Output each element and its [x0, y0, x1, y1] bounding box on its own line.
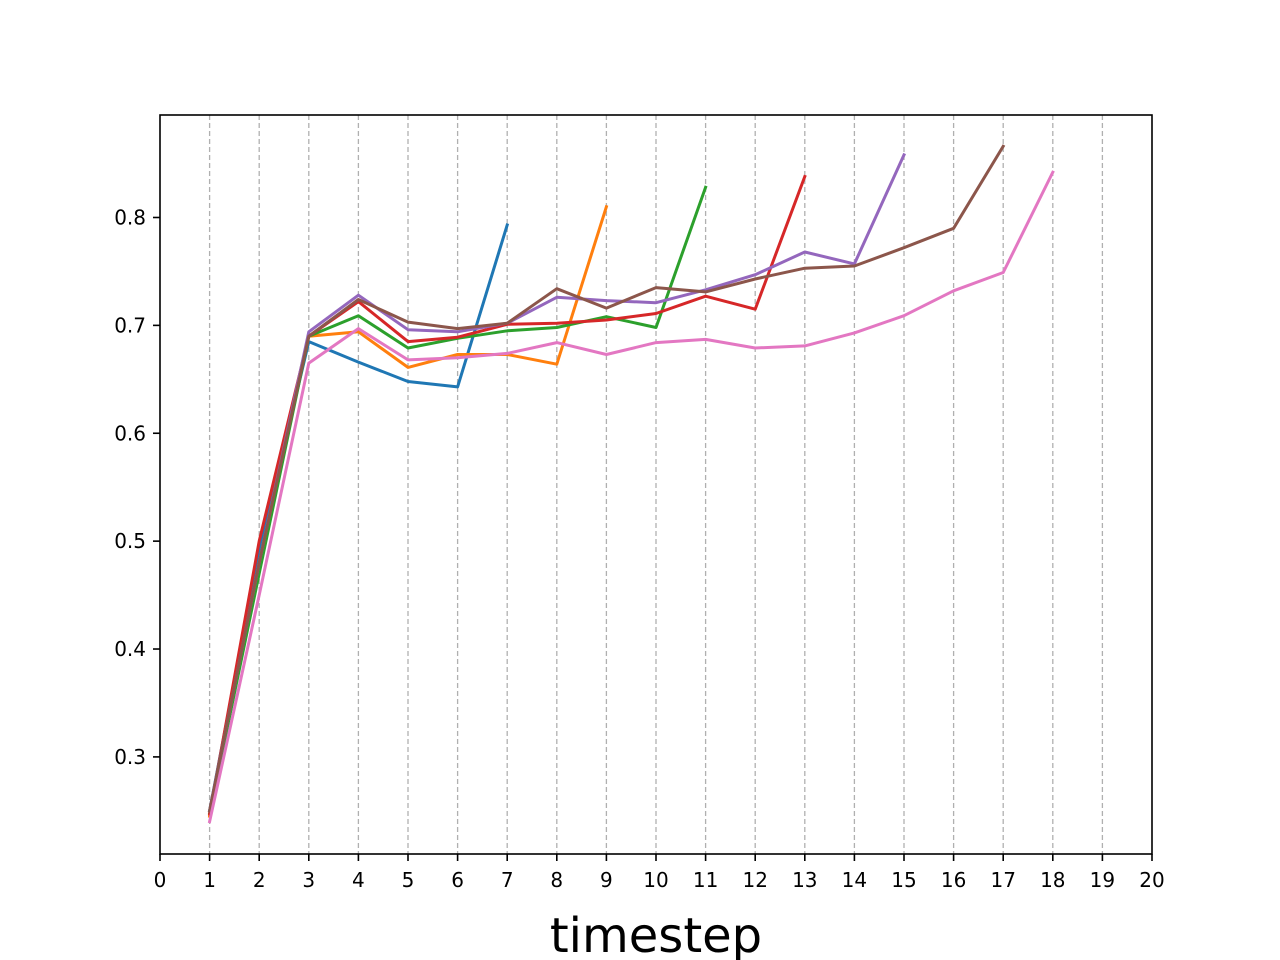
- x-tick-label-19: 19: [1090, 868, 1115, 892]
- vertical-grid: [210, 115, 1103, 854]
- x-tick-label-7: 7: [501, 868, 514, 892]
- x-tick-label-13: 13: [792, 868, 817, 892]
- x-tick-label-10: 10: [643, 868, 668, 892]
- y-axis-ticks: 0.3 0.4 0.5 0.6 0.7 0.8: [114, 205, 160, 768]
- x-tick-label-16: 16: [941, 868, 966, 892]
- x-tick-label-15: 15: [891, 868, 916, 892]
- series-lines: [210, 146, 1053, 821]
- x-tick-label-2: 2: [253, 868, 266, 892]
- x-tick-label-18: 18: [1040, 868, 1065, 892]
- y-tick-label-2: 0.5: [114, 529, 146, 553]
- x-tick-label-11: 11: [693, 868, 718, 892]
- y-tick-label-4: 0.7: [114, 313, 146, 337]
- y-tick-label-1: 0.4: [114, 637, 146, 661]
- x-tick-label-17: 17: [990, 868, 1015, 892]
- x-tick-label-20: 20: [1139, 868, 1164, 892]
- y-tick-label-3: 0.6: [114, 421, 146, 445]
- x-tick-label-1: 1: [203, 868, 216, 892]
- x-tick-label-9: 9: [600, 868, 613, 892]
- x-tick-label-14: 14: [842, 868, 867, 892]
- y-tick-label-0: 0.3: [114, 745, 146, 769]
- x-tick-label-0: 0: [154, 868, 167, 892]
- x-tick-label-5: 5: [402, 868, 415, 892]
- x-tick-label-4: 4: [352, 868, 365, 892]
- series-line-7: [210, 172, 1053, 821]
- x-axis-title: timestep: [550, 908, 762, 960]
- x-tick-label-12: 12: [742, 868, 767, 892]
- x-axis-ticks: 0 1 2 3 4 5 6 7 8 9 10 11 12 13 14 15 16 17 18 19 20: [154, 854, 1165, 892]
- y-tick-label-5: 0.8: [114, 205, 146, 229]
- x-tick-label-6: 6: [451, 868, 464, 892]
- x-tick-label-8: 8: [550, 868, 563, 892]
- x-tick-label-3: 3: [302, 868, 315, 892]
